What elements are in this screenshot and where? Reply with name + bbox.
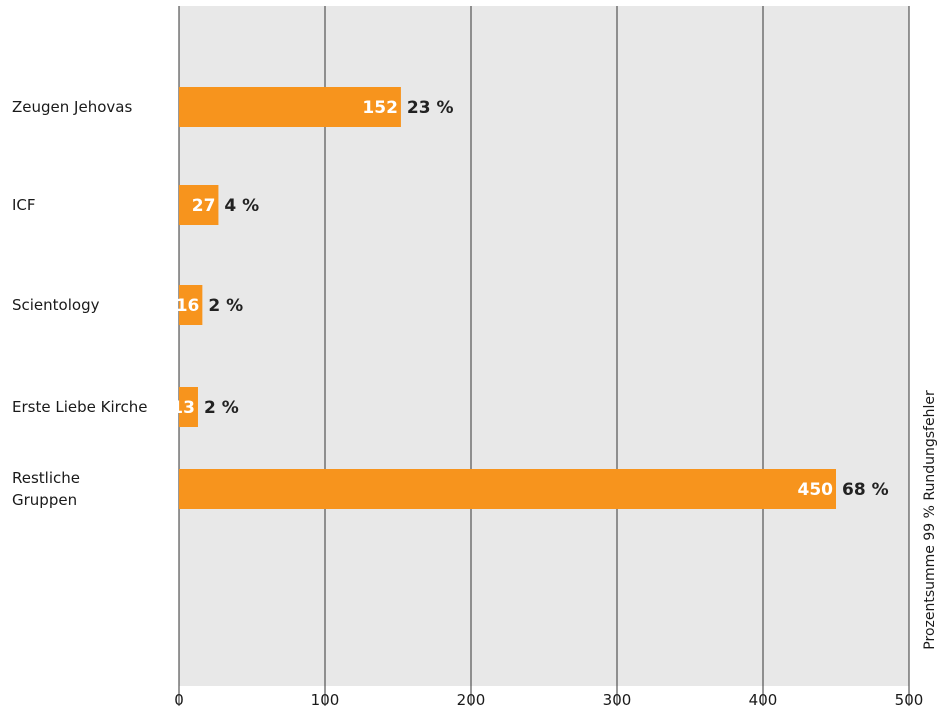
percent-label: 23 % bbox=[407, 98, 454, 118]
x-tick-label: 500 bbox=[895, 691, 924, 709]
x-axis: 0 100 200 300 400 500 bbox=[174, 691, 923, 709]
percent-label: 2 % bbox=[208, 296, 243, 316]
value-label: 13 bbox=[171, 398, 195, 418]
value-label: 152 bbox=[362, 98, 398, 118]
bar bbox=[179, 285, 203, 325]
percent-label: 4 % bbox=[224, 196, 259, 216]
value-label: 27 bbox=[192, 196, 216, 216]
x-tick-label: 100 bbox=[311, 691, 340, 709]
bar bbox=[179, 185, 219, 225]
percent-label: 2 % bbox=[204, 398, 239, 418]
category-label: Gruppen bbox=[12, 491, 77, 509]
category-label: Scientology bbox=[12, 296, 100, 314]
category-label: Restliche bbox=[12, 469, 80, 487]
category-label: ICF bbox=[12, 196, 36, 214]
bar bbox=[179, 87, 401, 127]
bar bbox=[179, 469, 836, 509]
x-tick-label: 300 bbox=[603, 691, 632, 709]
category-label: Zeugen Jehovas bbox=[12, 98, 132, 116]
x-tick-label: 400 bbox=[749, 691, 778, 709]
x-tick-label: 0 bbox=[174, 691, 184, 709]
rounding-note: Prozentsumme 99 % Rundungsfehler bbox=[922, 390, 938, 650]
value-label: 450 bbox=[798, 480, 834, 500]
bar bbox=[179, 387, 198, 427]
bar-layer bbox=[179, 87, 836, 509]
category-label: Erste Liebe Kirche bbox=[12, 398, 147, 416]
x-tick-label: 200 bbox=[457, 691, 486, 709]
label-layer: 152 23 % Zeugen Jehovas 27 4 % ICF 16 2 % Scient… bbox=[12, 98, 889, 509]
percent-label: 68 % bbox=[842, 480, 889, 500]
value-label: 16 bbox=[176, 296, 200, 316]
